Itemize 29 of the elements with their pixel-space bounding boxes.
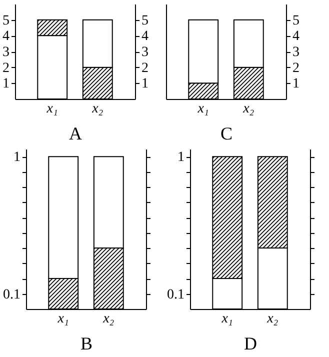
y2-tick-label: 5 (292, 13, 300, 28)
x-axis-title: A (69, 124, 82, 144)
y-tick-label: 2 (2, 60, 10, 76)
y2-tick-label: 1 (292, 76, 300, 92)
y2-tick-label: 4 (292, 29, 300, 44)
x-axis-title: C (220, 124, 233, 144)
x-tick-label: x₂ (266, 312, 278, 326)
y2-tick-label: 2 (142, 60, 148, 76)
y2-tick-label: 5 (142, 13, 148, 28)
y-tick-label: 3 (2, 45, 10, 60)
x-tick-label: x₁ (196, 102, 209, 116)
y-tick-label: 5 (2, 13, 10, 28)
x-tick-label: x₁ (56, 312, 69, 326)
x-axis-title: D (244, 334, 257, 354)
x-tick-label: x₁ (220, 312, 233, 326)
y2-tick-label: 2 (292, 60, 300, 76)
y2-tick-label: 3 (292, 45, 300, 60)
x-tick-label: x₂ (91, 102, 104, 116)
x-tick-label: x₁ (46, 102, 58, 116)
y2-tick-label: 1 (142, 76, 148, 92)
y-tick-label: 1 (2, 76, 10, 92)
y-tick-label: 0.1 (167, 287, 184, 302)
x-tick-label: x₂ (242, 102, 254, 116)
y2-tick-label: 3 (142, 45, 148, 60)
y2-tick-label: 4 (142, 29, 148, 44)
y-tick-label: 4 (2, 29, 10, 44)
x-tick-label: x₂ (102, 312, 114, 326)
x-axis-title: B (80, 334, 93, 354)
y-tick-label: 0.1 (3, 287, 20, 302)
